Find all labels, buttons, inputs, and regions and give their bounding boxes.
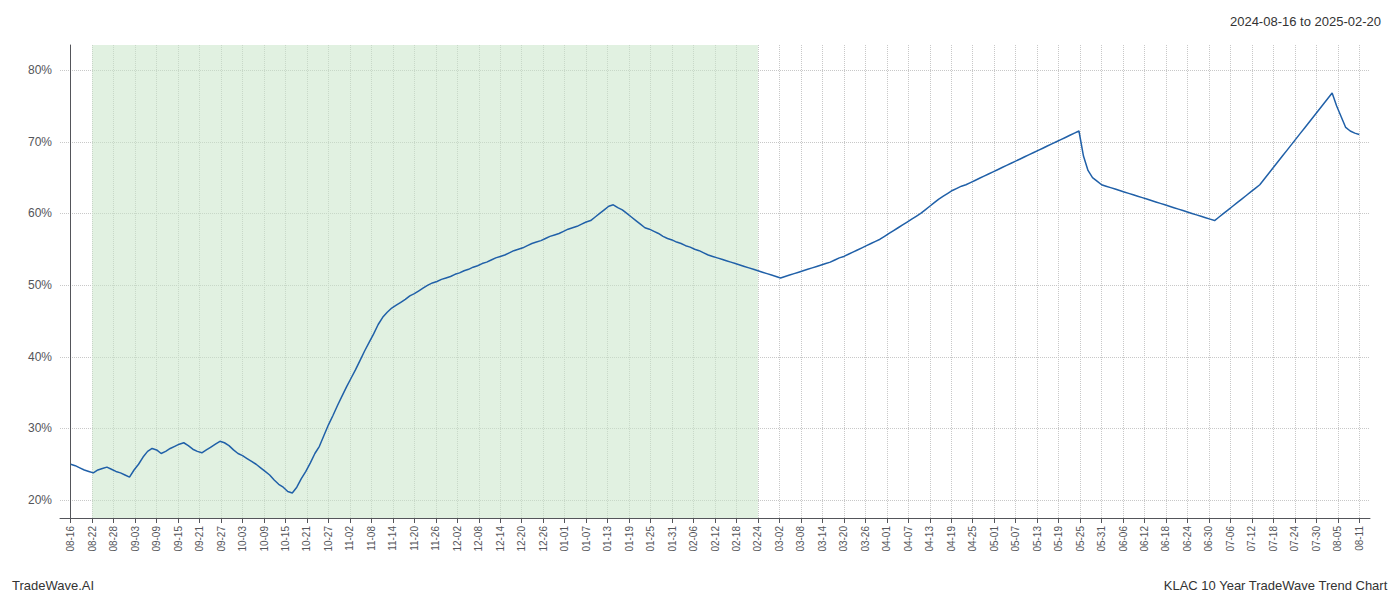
svg-text:02-06: 02-06 (688, 526, 699, 552)
svg-text:30%: 30% (28, 421, 52, 435)
svg-text:01-31: 01-31 (667, 526, 678, 552)
svg-text:11-26: 11-26 (430, 526, 441, 551)
svg-text:12-08: 12-08 (473, 526, 484, 552)
svg-text:03-08: 03-08 (795, 526, 806, 552)
svg-text:05-01: 05-01 (989, 526, 1000, 552)
svg-text:70%: 70% (28, 135, 52, 149)
svg-text:11-14: 11-14 (387, 526, 398, 551)
svg-text:12-14: 12-14 (495, 526, 506, 552)
svg-text:08-28: 08-28 (108, 526, 119, 552)
svg-text:KLAC 10 Year TradeWave Trend C: KLAC 10 Year TradeWave Trend Chart (1164, 578, 1388, 593)
svg-text:10-09: 10-09 (259, 526, 270, 552)
svg-text:05-31: 05-31 (1096, 526, 1107, 552)
svg-text:08-05: 08-05 (1332, 526, 1343, 552)
svg-text:11-20: 11-20 (409, 526, 420, 551)
svg-text:06-18: 06-18 (1160, 526, 1171, 552)
svg-text:80%: 80% (28, 63, 52, 77)
svg-text:12-26: 12-26 (538, 526, 549, 552)
svg-text:04-13: 04-13 (924, 526, 935, 552)
svg-text:06-30: 06-30 (1203, 526, 1214, 552)
svg-text:07-24: 07-24 (1289, 526, 1300, 552)
svg-text:03-20: 03-20 (838, 526, 849, 552)
svg-text:2024-08-16 to 2025-02-20: 2024-08-16 to 2025-02-20 (1230, 14, 1381, 29)
svg-text:02-18: 02-18 (731, 526, 742, 552)
svg-text:05-07: 05-07 (1010, 526, 1021, 552)
svg-text:01-19: 01-19 (624, 526, 635, 552)
svg-text:10-15: 10-15 (280, 526, 291, 552)
svg-text:03-02: 03-02 (774, 526, 785, 552)
svg-text:06-12: 06-12 (1139, 526, 1150, 552)
svg-text:01-01: 01-01 (559, 526, 570, 552)
svg-text:01-25: 01-25 (645, 526, 656, 552)
svg-text:08-11: 08-11 (1354, 526, 1365, 551)
svg-text:04-07: 04-07 (903, 526, 914, 552)
svg-text:07-18: 07-18 (1268, 526, 1279, 552)
svg-text:11-08: 11-08 (366, 526, 377, 551)
svg-text:07-30: 07-30 (1311, 526, 1322, 552)
svg-text:09-09: 09-09 (151, 526, 162, 552)
svg-text:12-02: 12-02 (452, 526, 463, 552)
svg-text:03-14: 03-14 (817, 526, 828, 552)
svg-text:07-12: 07-12 (1246, 526, 1257, 552)
svg-text:10-03: 10-03 (237, 526, 248, 552)
svg-text:09-27: 09-27 (216, 526, 227, 552)
svg-text:11-02: 11-02 (344, 526, 355, 551)
svg-text:04-01: 04-01 (881, 526, 892, 552)
svg-text:05-13: 05-13 (1032, 526, 1043, 552)
svg-text:12-20: 12-20 (516, 526, 527, 552)
svg-text:04-25: 04-25 (967, 526, 978, 552)
svg-text:09-03: 09-03 (130, 526, 141, 552)
svg-text:05-19: 05-19 (1053, 526, 1064, 552)
svg-text:06-06: 06-06 (1118, 526, 1129, 552)
svg-text:07-06: 07-06 (1225, 526, 1236, 552)
svg-text:09-15: 09-15 (173, 526, 184, 552)
svg-text:09-21: 09-21 (194, 526, 205, 552)
svg-text:TradeWave.AI: TradeWave.AI (12, 578, 94, 593)
svg-text:60%: 60% (28, 206, 52, 220)
svg-text:01-07: 01-07 (581, 526, 592, 552)
svg-text:10-21: 10-21 (301, 526, 312, 552)
svg-text:10-27: 10-27 (323, 526, 334, 552)
svg-text:50%: 50% (28, 278, 52, 292)
svg-text:01-13: 01-13 (602, 526, 613, 552)
svg-text:03-26: 03-26 (860, 526, 871, 552)
svg-text:08-22: 08-22 (87, 526, 98, 552)
svg-text:02-12: 02-12 (710, 526, 721, 552)
svg-text:40%: 40% (28, 350, 52, 364)
svg-text:08-16: 08-16 (65, 526, 76, 552)
svg-text:06-24: 06-24 (1182, 526, 1193, 552)
svg-text:02-24: 02-24 (752, 526, 763, 552)
svg-text:20%: 20% (28, 493, 52, 507)
svg-text:04-19: 04-19 (946, 526, 957, 552)
svg-text:05-25: 05-25 (1075, 526, 1086, 552)
